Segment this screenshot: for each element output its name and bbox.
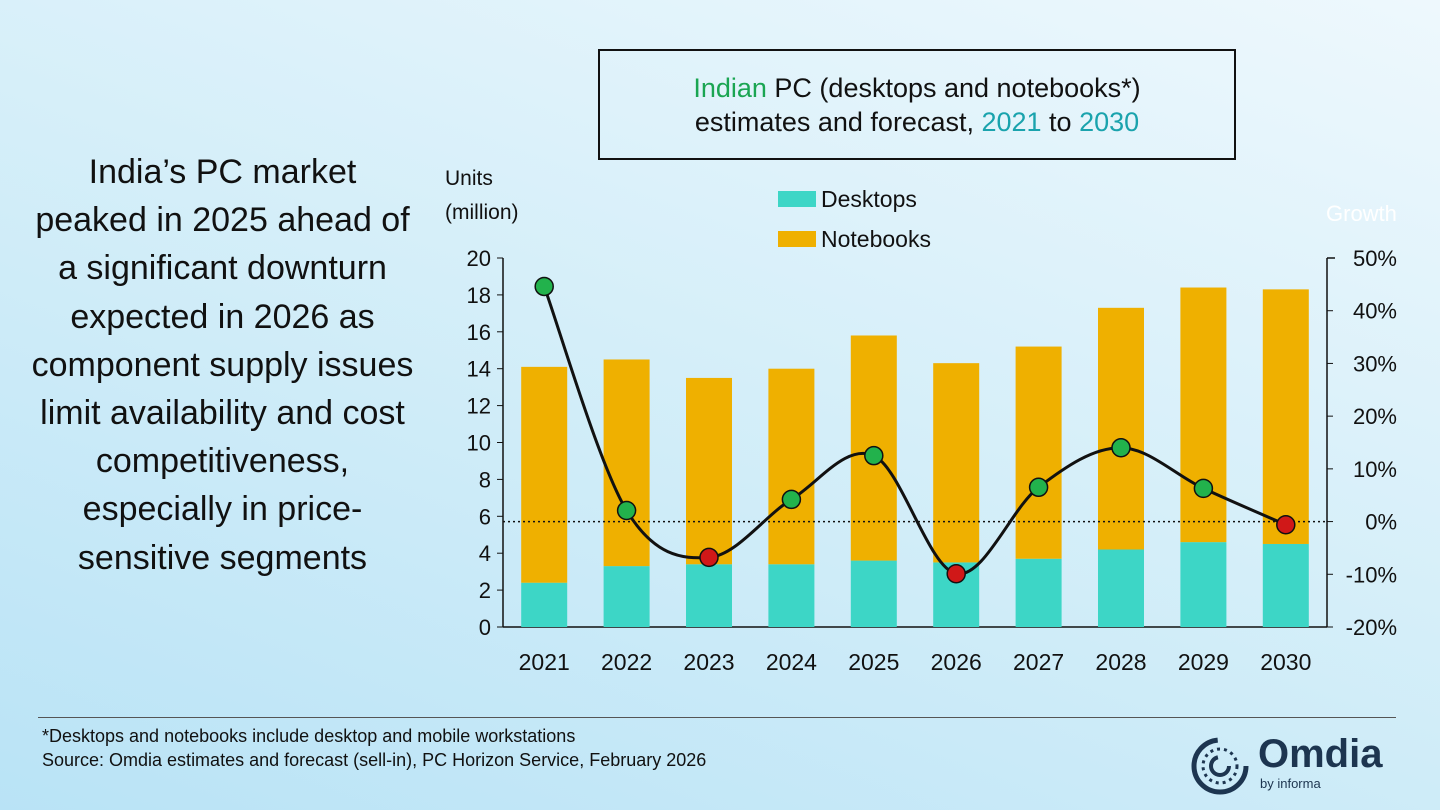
growth-point-2030 [1276,514,1296,535]
growth-point-2026 [946,564,966,584]
title-part: estimates and forecast, [694,107,982,137]
bar-notebooks-2030 [1262,289,1309,544]
bar-notebooks-2024 [768,368,815,565]
title-part: 2030 [1079,107,1140,137]
headline: India’s PC market peaked in 2025 ahead o… [31,153,414,577]
legend-label-desktops: Desktops [821,186,917,212]
x-tick-label: 2023 [683,649,734,675]
y-tick-label: 10 [467,431,491,456]
y2-tick-label: 30% [1353,351,1397,376]
y-tick-label: 12 [467,394,491,419]
x-tick-label: 2028 [1095,649,1146,675]
chart-title: Indian PC (desktops and notebooks*) esti… [598,49,1236,160]
bar-desktops-2029 [1180,542,1227,627]
y2-tick-label: -20% [1346,615,1397,640]
y2-tick-label: -10% [1346,562,1397,587]
chart: 0 2 4 6 8 10 12 14 16 18 20 -20% -10% 0% 10% 20% 30% 40% 5… [445,167,1397,675]
y-tick-label: 18 [467,283,491,308]
bar-desktops-2022 [603,566,650,627]
y-axis-label: (million) [445,201,519,224]
legend-swatch-desktops [778,191,816,207]
bar-desktops-2023 [686,564,732,627]
y-tick-label: 0 [479,615,491,640]
growth-line [542,285,1287,576]
x-tick-label: 2027 [1013,649,1064,675]
y-axis-label: Units [445,167,493,190]
bar-desktops-2021 [521,582,568,627]
legend-swatch-notebooks [778,231,816,247]
bar-notebooks-2026 [933,363,980,563]
footnote: *Desktops and notebooks include desktop … [42,726,576,746]
bar-notebooks-2028 [1098,307,1144,550]
logo-tagline: by informa [1260,776,1321,791]
bar-desktops-2027 [1015,558,1062,627]
growth-point-2025 [864,445,884,466]
title-part: Indian [693,73,767,103]
x-tick-label: 2030 [1260,649,1311,675]
legend-label-notebooks: Notebooks [821,226,931,252]
bar-notebooks-2021 [521,366,568,583]
y-tick-label: 8 [479,467,491,492]
growth-point-2027 [1028,477,1049,498]
y-tick-label: 16 [467,320,491,345]
growth-point-2021 [534,276,554,297]
bar-desktops-2024 [768,564,815,627]
y-tick-label: 20 [467,246,491,271]
logo-rings-icon [1191,737,1249,795]
y2-tick-label: 0% [1365,510,1397,535]
x-tick-label: 2021 [519,649,570,675]
y-tick-label: 4 [479,541,491,566]
y-tick-label: 14 [467,357,491,382]
logo-name: Omdia [1258,732,1383,776]
x-tick-label: 2022 [601,649,652,675]
bar-desktops-2025 [850,560,897,627]
y2-tick-label: 20% [1353,404,1397,429]
bar-desktops-2030 [1262,543,1309,627]
x-tick-label: 2025 [848,649,899,675]
y-tick-label: 2 [479,578,491,603]
y2-axis-label: Growth [1326,201,1397,226]
growth-point-2029 [1193,478,1214,499]
y2-tick-label: 10% [1353,457,1397,482]
growth-point-2022 [616,500,637,521]
bar-desktops-2028 [1098,549,1144,627]
y2-tick-label: 50% [1353,246,1397,271]
x-tick-label: 2024 [766,649,817,675]
growth-point-2024 [781,489,802,510]
omdia-logo: Omdia by informa [1188,732,1398,802]
divider [38,717,1396,718]
x-tick-label: 2026 [931,649,982,675]
bar-notebooks-2022 [603,359,650,567]
title-part: PC (desktops and notebooks*) [766,73,1141,103]
x-tick-label: 2029 [1178,649,1229,675]
footer: *Desktops and notebooks include desktop … [42,724,706,772]
source: Source: Omdia estimates and forecast (se… [42,750,707,770]
bar-notebooks-2027 [1015,346,1062,559]
y-tick-label: 6 [479,504,491,529]
bar-notebooks-2029 [1180,287,1227,543]
title-part: 2021 [981,107,1042,137]
growth-point-2028 [1111,438,1131,458]
growth-point-2023 [699,547,719,568]
y2-tick-label: 40% [1353,299,1397,324]
title-part: to [1041,107,1080,137]
bar-notebooks-2023 [686,377,732,565]
